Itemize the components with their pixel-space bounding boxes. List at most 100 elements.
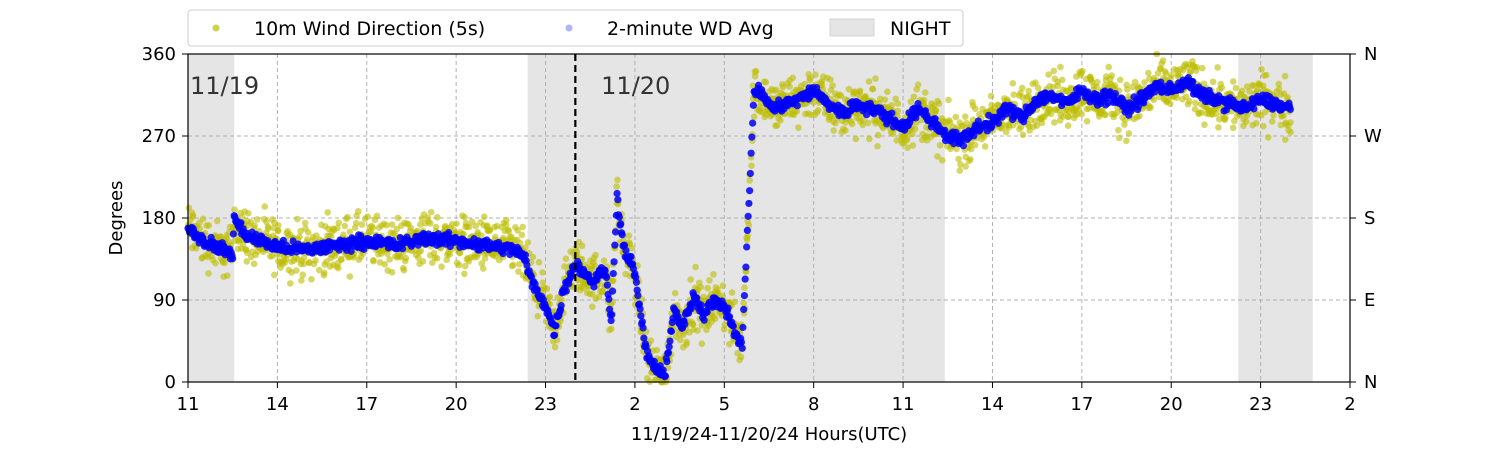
avg-points [184, 74, 1295, 381]
wind-direction-5s-point [740, 299, 747, 307]
wind-direction-2min-point [740, 291, 749, 300]
x-tick-label: 23 [1249, 394, 1272, 415]
wind-direction-5s-point [562, 255, 570, 263]
legend-label-2-minute-avg: 2-minute WD Avg [607, 18, 774, 40]
wind-direction-5s-point [962, 163, 969, 170]
wind-direction-5s-point [419, 257, 427, 265]
wind-direction-5s-point [417, 221, 424, 228]
wind-direction-5s-point [292, 267, 300, 274]
wind-direction-5s-point [1145, 69, 1152, 77]
wind-direction-5s-point [1280, 112, 1287, 120]
wind-direction-5s-point [1263, 71, 1270, 79]
wind-direction-5s-point [935, 100, 943, 107]
wind-direction-5s-point [1113, 109, 1121, 117]
wind-direction-2min-point [608, 311, 616, 319]
wind-direction-5s-point [1246, 88, 1253, 95]
wind-direction-5s-point [461, 213, 468, 221]
wind-direction-5s-point [477, 232, 485, 239]
wind-direction-5s-point [779, 83, 787, 91]
wind-direction-5s-point [212, 259, 219, 267]
wind-direction-5s-point [719, 282, 727, 289]
wind-direction-2min-point [739, 323, 747, 332]
wind-direction-2min-point [994, 119, 1003, 127]
y2-tick-label: E [1364, 290, 1375, 311]
wind-direction-5s-point [698, 340, 706, 347]
wind-direction-5s-point [591, 262, 599, 270]
wind-direction-2min-point [725, 312, 734, 321]
wind-direction-2min-point [741, 275, 749, 283]
wind-direction-5s-point [388, 221, 396, 228]
wind-direction-5s-point [1281, 72, 1289, 80]
wind-direction-5s-point [296, 233, 303, 241]
wind-direction-2min-point [747, 149, 755, 157]
wind-direction-5s-point [417, 247, 425, 254]
y-tick-label: 270 [142, 126, 176, 147]
wind-direction-5s-point [812, 71, 819, 78]
wind-direction-5s-point [199, 215, 207, 223]
wind-direction-5s-point [1287, 129, 1294, 136]
wind-direction-5s-point [741, 284, 748, 292]
wind-direction-5s-point [1150, 96, 1158, 104]
wind-direction-5s-point [433, 254, 441, 262]
wind-direction-5s-point [539, 279, 547, 286]
wind-direction-5s-point [1064, 122, 1072, 130]
wind-direction-5s-point [628, 244, 636, 252]
wind-direction-5s-point [438, 263, 445, 270]
wind-direction-2min-point [748, 133, 756, 141]
x-axis-ticks: 11 14 17 20 23 2 5 8 11 14 17 20 23 2 [177, 382, 1356, 415]
wind-direction-2min-point [615, 213, 623, 221]
wind-direction-5s-point [189, 213, 197, 220]
wind-direction-5s-point [373, 212, 381, 220]
wind-direction-5s-point [874, 142, 881, 150]
wind-direction-2min-point [661, 372, 670, 380]
wind-direction-5s-point [503, 216, 510, 224]
wind-direction-5s-point [865, 78, 873, 85]
wind-direction-5s-point [904, 144, 911, 152]
wind-direction-5s-point [874, 131, 882, 139]
wind-direction-2min-point [637, 312, 645, 320]
day-label: 11/20 [601, 72, 670, 100]
legend-patch-night [829, 18, 875, 37]
wind-direction-2min-point [632, 278, 641, 286]
wind-direction-5s-point [872, 75, 879, 82]
wind-direction-5s-point [793, 108, 801, 115]
y2-tick-label: N [1364, 44, 1377, 65]
wind-direction-5s-point [711, 315, 719, 323]
wind-direction-2min-point [398, 245, 407, 253]
wind-direction-5s-point [795, 124, 802, 131]
wind-direction-5s-point [480, 213, 488, 220]
wind-direction-5s-point [551, 343, 559, 351]
wind-direction-5s-point [955, 155, 962, 163]
wind-direction-5s-point [1159, 57, 1167, 64]
wind-direction-5s-point [647, 337, 655, 344]
wind-direction-5s-point [461, 270, 468, 278]
wind-direction-5s-point [592, 251, 599, 259]
wind-direction-5s-point [1038, 119, 1046, 127]
wind-direction-5s-point [728, 289, 736, 296]
wind-direction-5s-point [388, 269, 396, 276]
wind-direction-2min-point [970, 132, 978, 140]
wind-direction-5s-point [543, 285, 551, 292]
wind-direction-5s-point [1260, 122, 1267, 130]
wind-direction-5s-point [971, 105, 979, 113]
wind-direction-2min-point [743, 226, 751, 234]
x-tick-label: 2 [1344, 394, 1355, 415]
wind-direction-5s-point [1018, 84, 1026, 92]
wind-direction-5s-point [714, 289, 722, 297]
wind-direction-2min-point [742, 263, 750, 271]
wind-direction-2min-point [724, 304, 732, 312]
wind-direction-5s-point [1079, 67, 1086, 75]
wind-direction-5s-point [205, 222, 213, 229]
wind-direction-5s-point [595, 293, 603, 301]
wind-direction-5s-point [320, 269, 328, 277]
wind-direction-5s-point [1058, 76, 1066, 84]
wind-direction-5s-point [251, 222, 258, 229]
wind-direction-5s-point [953, 145, 960, 153]
wind-direction-5s-point [196, 225, 203, 232]
wind-direction-5s-point [338, 256, 345, 263]
wind-direction-5s-point [692, 263, 699, 271]
wind-direction-2min-point [618, 231, 626, 239]
wind-direction-5s-point [842, 127, 849, 134]
legend-box [187, 9, 964, 47]
wind-direction-5s-point [217, 233, 224, 240]
